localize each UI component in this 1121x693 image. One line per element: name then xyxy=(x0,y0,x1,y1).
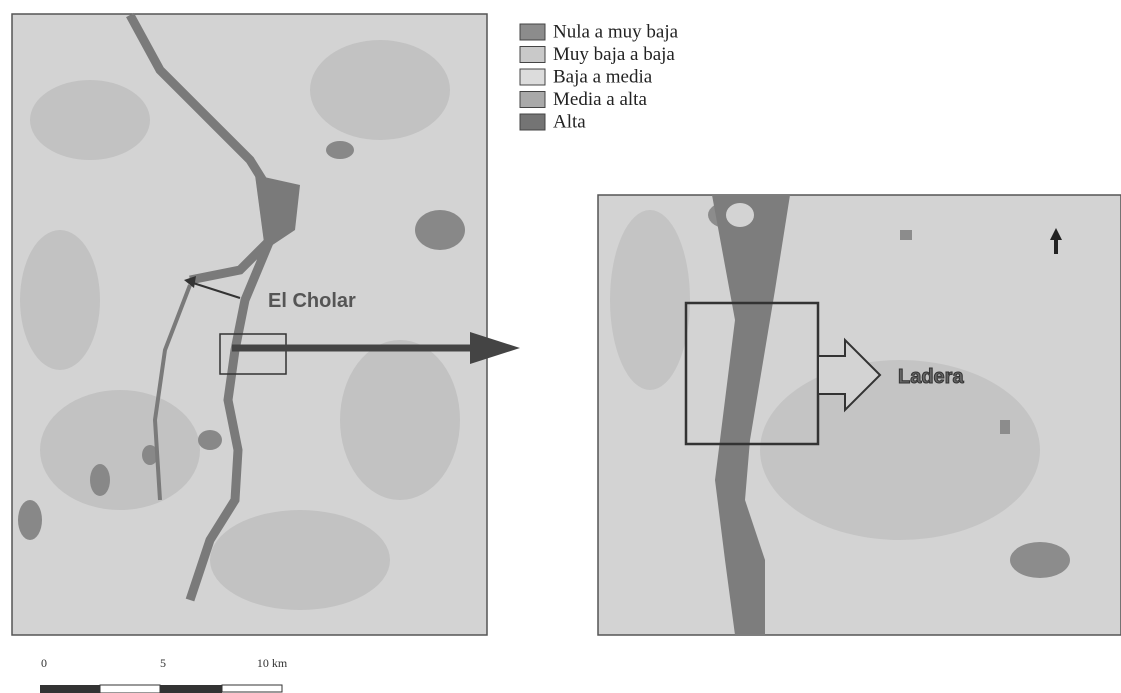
scale-seg xyxy=(99,684,161,693)
river xyxy=(712,195,790,635)
legend-swatch xyxy=(519,91,546,108)
north-arrow xyxy=(1050,228,1062,254)
dark-patches xyxy=(18,141,465,540)
legend-swatch xyxy=(519,68,546,86)
legend-label: Media a alta xyxy=(553,89,647,110)
zoom-arrow-head xyxy=(470,332,520,364)
scale-label: 10 km xyxy=(257,656,288,670)
legend-label: Nula a muy baja xyxy=(553,21,679,42)
scale-seg xyxy=(221,684,283,693)
island xyxy=(726,203,754,227)
terrain xyxy=(610,210,1040,540)
legend-swatch xyxy=(519,113,546,131)
legend-label: Baja a media xyxy=(553,66,653,87)
right-map: Ladera xyxy=(597,194,1121,636)
terrain xyxy=(20,40,460,610)
scale-bar: 0 5 10 km xyxy=(40,656,288,693)
zoom-box xyxy=(219,333,287,375)
scale-label: 0 xyxy=(41,656,47,670)
legend-label: Muy baja a baja xyxy=(553,44,675,65)
pointer-head xyxy=(184,276,196,288)
place-label: Ladera xyxy=(898,366,964,388)
scale-seg xyxy=(160,685,222,693)
scale-seg xyxy=(40,685,100,693)
legend-swatch xyxy=(519,46,546,63)
tributary xyxy=(152,284,192,501)
left-map: El Cholar xyxy=(11,12,520,636)
legend-label: Alta xyxy=(553,111,586,132)
reservoir xyxy=(255,175,300,250)
pointer xyxy=(189,281,241,299)
scale-label: 5 xyxy=(160,656,166,670)
legend-swatch xyxy=(519,23,546,41)
place-label: El Cholar xyxy=(268,290,356,312)
hollow-arrow xyxy=(817,337,882,413)
